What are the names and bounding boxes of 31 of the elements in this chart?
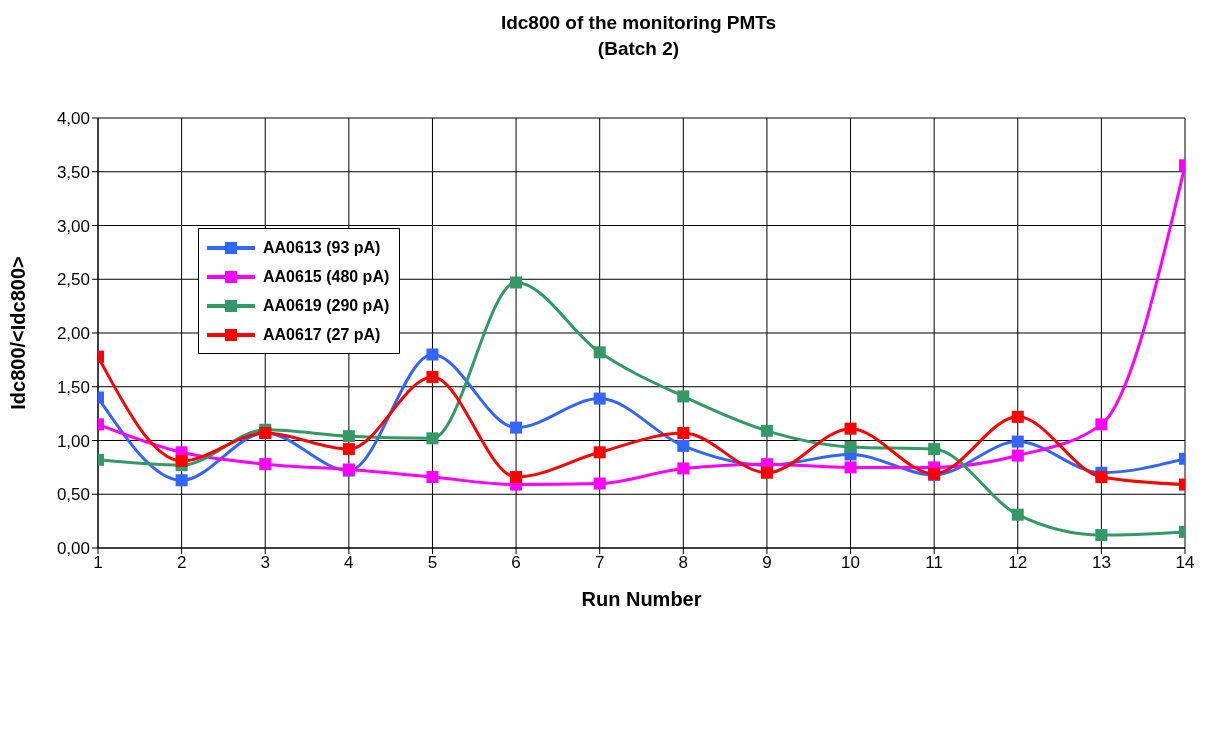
x-tick-label: 2 [176, 553, 187, 573]
y-tick-label: 2,00 [56, 324, 90, 344]
x-tick-label: 6 [511, 553, 521, 573]
y-tick-label: 0,50 [56, 485, 90, 505]
y-tick-label: 4,00 [56, 109, 90, 129]
y-tick-label: 0,00 [56, 539, 90, 559]
y-tick-label: 3,50 [56, 162, 90, 182]
y-axis-title: Idc800/<Idc800> [7, 256, 30, 410]
legend-label: AA0615 (480 pA) [263, 267, 390, 286]
chart-subtitle: (Batch 2) [596, 38, 681, 60]
x-tick-label: 14 [1175, 553, 1195, 573]
x-tick-label: 4 [344, 553, 354, 573]
legend-label: AA0613 (93 pA) [263, 238, 381, 257]
x-tick-label: 3 [260, 553, 270, 573]
x-tick-label: 7 [594, 553, 605, 573]
x-tick-label: 5 [427, 553, 438, 573]
chart-title: Idc800 of the monitoring PMTs [499, 12, 778, 34]
y-tick-label: 2,50 [56, 270, 90, 290]
x-tick-label: 13 [1091, 553, 1111, 573]
x-axis-title: Run Number [581, 588, 702, 610]
x-tick-label: 1 [93, 553, 103, 573]
legend-label: AA0619 (290 pA) [263, 296, 390, 315]
y-tick-label: 1,50 [56, 377, 90, 397]
x-tick-label: 9 [762, 553, 772, 573]
x-tick-label: 11 [925, 553, 943, 573]
y-tick-label: 3,00 [56, 216, 90, 236]
legend-label: AA0617 (27 pA) [263, 325, 381, 344]
x-tick-label: 12 [1008, 553, 1028, 573]
x-tick-label: 8 [678, 553, 689, 573]
y-tick-label: 1,00 [56, 431, 90, 451]
x-tick-label: 10 [841, 553, 860, 573]
